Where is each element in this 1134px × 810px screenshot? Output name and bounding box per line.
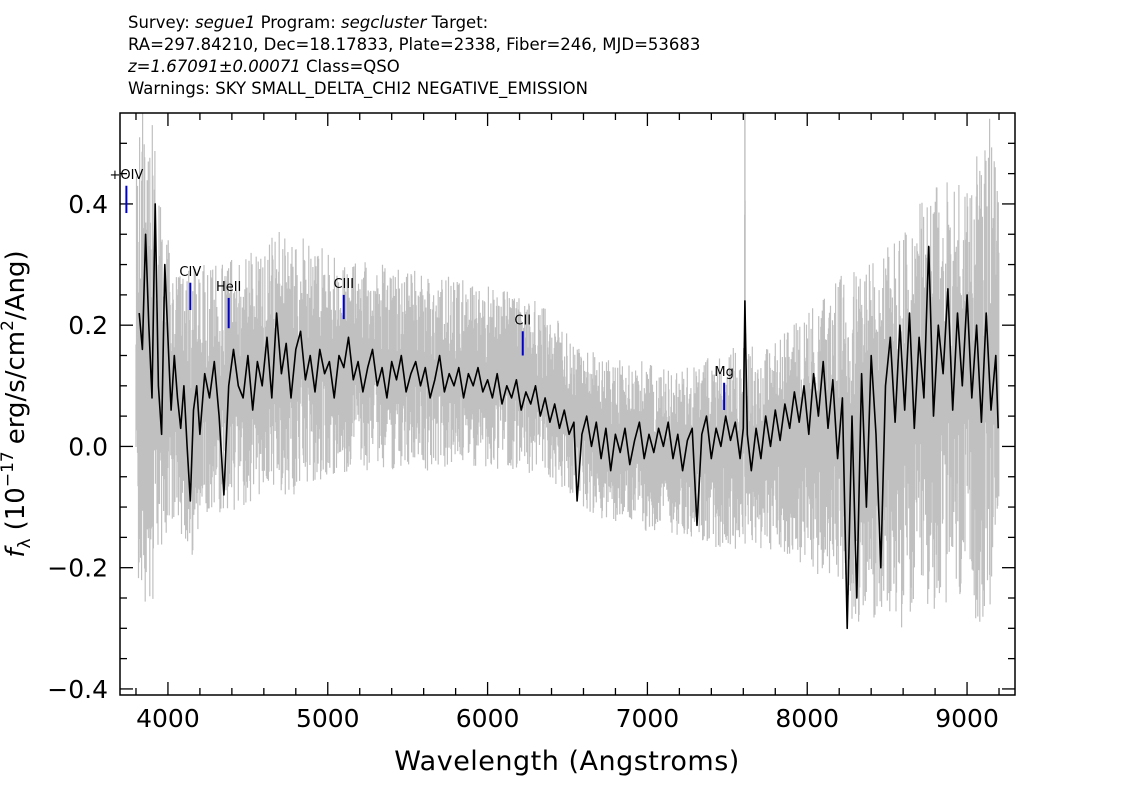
emission-line-marker: HeII (216, 280, 241, 329)
header-line-survey: Survey: segue1 Program: segcluster Targe… (128, 12, 700, 34)
emission-line-label: Mg (714, 365, 733, 380)
survey-label: Survey: (128, 13, 190, 32)
emission-line-marker: CIV (179, 265, 201, 311)
y-axis-suffix: /Ang) (1, 250, 31, 320)
y-tick-label: 0.2 (68, 311, 108, 340)
x-axis-label: Wavelength (Angstroms) (394, 746, 740, 777)
x-tick-label: 6000 (456, 704, 520, 733)
flux-line (138, 203, 999, 630)
y-axis-label: fλ(10−17erg/s/cm2/Ang) (0, 250, 35, 557)
header-line-warnings: Warnings: SKY SMALL_DELTA_CHI2 NEGATIVE_… (128, 79, 588, 98)
y-axis-subscript: λ (15, 538, 35, 548)
y-axis-prefix: (10 (1, 487, 31, 530)
emission-line-label: HeII (216, 280, 241, 295)
redshift-value: z=1.67091±0.00071 (128, 57, 301, 76)
y-tick-label: −0.4 (47, 675, 108, 704)
x-tick-label: 9000 (935, 704, 999, 733)
y-tick-label: 0.0 (68, 432, 108, 461)
program-value: segcluster (341, 13, 427, 32)
emission-line-marker: Mg (714, 365, 734, 411)
x-tick-label: 5000 (296, 704, 360, 733)
target-label: Target: (431, 13, 489, 32)
class-value: Class=QSO (306, 57, 400, 76)
y-tick-label: 0.4 (68, 190, 108, 219)
emission-line-label: +OIV (109, 168, 143, 183)
y-tick-label: −0.2 (47, 554, 108, 583)
y-axis-unit: erg/s/cm (1, 331, 31, 444)
plot-frame (119, 112, 1016, 696)
error-envelope (135, 113, 1000, 628)
error-envelope-strokes (135, 113, 1000, 628)
x-tick-label: 7000 (616, 704, 680, 733)
emission-line-label: CIII (333, 277, 354, 292)
y-axis-exponent: −17 (0, 451, 18, 487)
y-axis-unit-exponent: 2 (0, 320, 18, 331)
emission-line-label: CII (514, 313, 531, 328)
x-tick-label: 4000 (136, 704, 200, 733)
emission-line-marker: CIII (333, 277, 354, 320)
header-line-redshift: z=1.67091±0.00071 Class=QSO (128, 56, 700, 78)
x-tick-label: 8000 (775, 704, 839, 733)
spectrum-header: Survey: segue1 Program: segcluster Targe… (128, 12, 700, 100)
header-line-coordinates: RA=297.84210, Dec=18.17833, Plate=2338, … (128, 35, 701, 54)
emission-line-marker: +OIV (109, 168, 143, 214)
survey-value: segue1 (195, 13, 256, 32)
emission-line-label: CIV (179, 265, 201, 280)
program-label: Program: (260, 13, 336, 32)
emission-line-marker: CII (514, 313, 531, 356)
